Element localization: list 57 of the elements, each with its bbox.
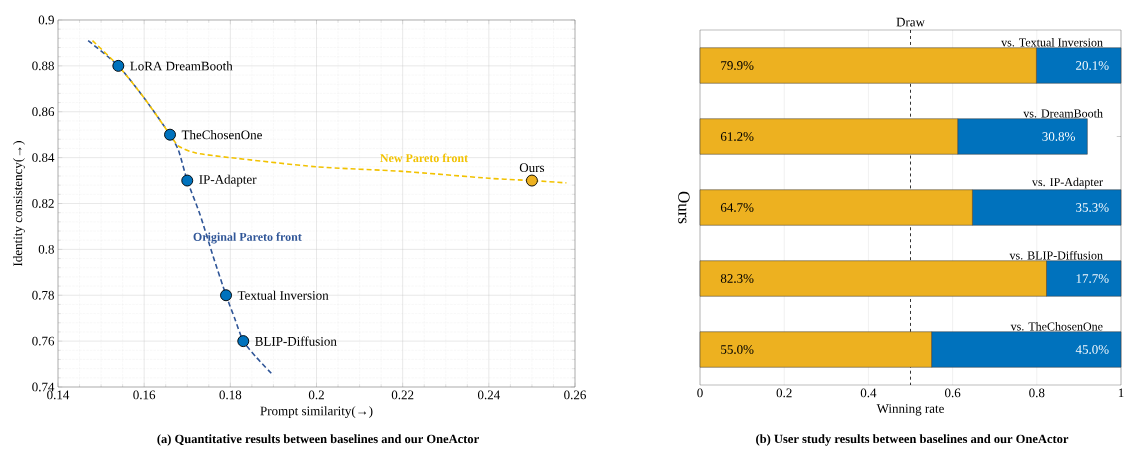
x-tick-label: 0.26 (564, 390, 586, 400)
annotation: LoRA DreamBooth (130, 61, 233, 71)
data-label: 82.3% (720, 274, 754, 283)
y-tick-label: 0.86 (32, 107, 55, 117)
y-tick-label: 0.84 (32, 153, 55, 163)
data-label: 30.8% (1042, 132, 1075, 141)
y-tick-label: 0.78 (32, 290, 54, 300)
point (237, 335, 250, 348)
ref-line-label: Draw (896, 17, 925, 27)
y-axis-title: Ours (678, 191, 690, 224)
point (164, 128, 176, 141)
annotation: Ours (519, 163, 545, 173)
series-label: New Pareto front (380, 153, 469, 163)
text: (a) Quantitative results between baselines and our OneActor (157, 434, 479, 446)
text: (b) User study results between baselines and our OneActor (756, 434, 1069, 446)
series-label: Original Pareto front (193, 232, 302, 244)
y-tick-label: vs. BLIP-Diffusion (1009, 250, 1103, 260)
data-label: 45.0% (1075, 345, 1109, 354)
y-tick-label: 0.9 (38, 15, 54, 25)
y-tick-label: vs. IP-Adapter (1031, 177, 1103, 189)
y-axis-title: Identity consistency(→) (13, 141, 25, 267)
data-label: 17.7% (1076, 274, 1109, 283)
x-tick-label: 0.16 (133, 390, 156, 400)
x-axis-title: Prompt similarity(→) (260, 406, 373, 419)
y-tick-label: vs. DreamBooth (1023, 109, 1103, 118)
y-tick-label: 0.88 (32, 61, 54, 71)
x-tick-label: 0.2 (308, 390, 324, 400)
point (181, 174, 194, 187)
x-tick-label: 0.18 (219, 390, 242, 400)
annotation: Textual Inversion (237, 290, 329, 300)
x-tick-label: 0 (697, 388, 703, 398)
point (112, 59, 125, 72)
data-label: 55.0% (721, 345, 754, 354)
x-tick-label: 0.14 (47, 390, 70, 400)
annotation: IP-Adapter (199, 174, 257, 187)
x-tick-label: 1 (1118, 388, 1124, 398)
x-tick-label: 0.4 (860, 388, 877, 398)
data-label: 79.9% (721, 61, 754, 70)
data-label: 35.3% (1076, 203, 1109, 212)
x-tick-label: 0.2 (776, 388, 792, 398)
y-tick-label: vs. TheChosenOne (1010, 322, 1103, 331)
x-tick-label: 0.6 (944, 388, 961, 398)
point (525, 174, 538, 187)
y-tick-label: vs. Textual Inversion (1001, 38, 1103, 47)
y-tick-label: 0.74 (32, 382, 55, 392)
point (220, 289, 232, 302)
x-tick-label: 0.24 (477, 390, 501, 400)
data-label: 61.2% (720, 132, 754, 141)
annotation: BLIP-Diffusion (255, 336, 337, 346)
annotation: TheChosenOne (181, 130, 262, 140)
data-label: 64.7% (720, 203, 754, 212)
x-axis-title: Winning rate (876, 404, 944, 416)
y-tick-label: 0.76 (32, 336, 55, 346)
data-label: 20.1% (1076, 61, 1109, 70)
y-tick-label: 0.82 (32, 199, 54, 208)
y-tick-label: 0.8 (38, 244, 54, 254)
x-tick-label: 0.22 (391, 390, 414, 400)
